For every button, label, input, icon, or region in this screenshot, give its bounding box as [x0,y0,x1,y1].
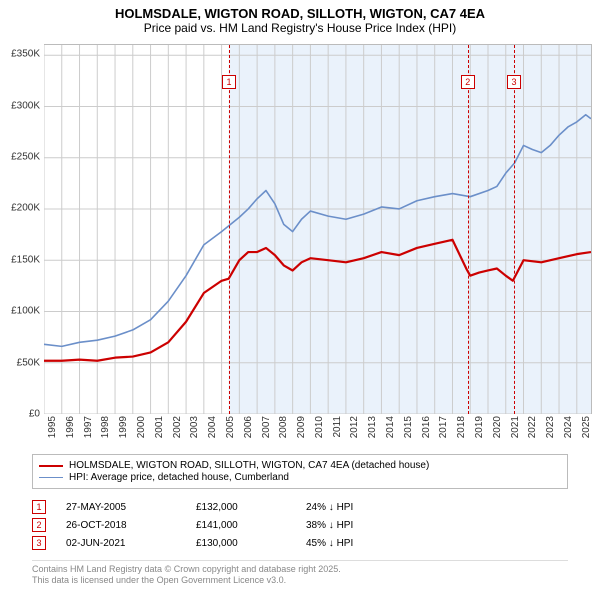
x-tick-label: 2021 [510,416,521,438]
x-tick-label: 2020 [492,416,503,438]
attribution: Contains HM Land Registry data © Crown c… [32,560,568,587]
chart-container: HOLMSDALE, WIGTON ROAD, SILLOTH, WIGTON,… [0,0,600,590]
annotation-marker: 2 [461,75,475,89]
y-tick-label: £150K [11,254,40,265]
x-tick-label: 2013 [367,416,378,438]
event-diff: 24% ↓ HPI [306,502,568,513]
x-tick-label: 2001 [154,416,165,438]
y-tick-label: £350K [11,49,40,60]
x-tick-label: 2016 [421,416,432,438]
x-tick-label: 2014 [385,416,396,438]
y-tick-label: £250K [11,152,40,163]
legend-label: HOLMSDALE, WIGTON ROAD, SILLOTH, WIGTON,… [69,460,429,471]
annotation-line [468,45,469,414]
event-price: £130,000 [196,538,286,549]
x-tick-label: 2024 [563,416,574,438]
event-row: 1 27-MAY-2005 £132,000 24% ↓ HPI [32,498,568,516]
x-tick-label: 1995 [47,416,58,438]
x-tick-label: 2007 [261,416,272,438]
x-tick-label: 1999 [118,416,129,438]
legend-swatch [39,477,63,478]
event-price: £141,000 [196,520,286,531]
x-tick-label: 2017 [438,416,449,438]
event-marker: 2 [32,518,46,532]
x-tick-label: 2018 [456,416,467,438]
x-tick-label: 1997 [83,416,94,438]
legend: HOLMSDALE, WIGTON ROAD, SILLOTH, WIGTON,… [32,454,568,489]
legend-swatch [39,465,63,467]
y-tick-label: £0 [29,409,40,420]
x-tick-label: 2009 [296,416,307,438]
annotation-line [229,45,230,414]
plot-area: 1 2 3 [44,44,592,414]
x-tick-label: 2008 [278,416,289,438]
x-tick-label: 2010 [314,416,325,438]
legend-row: HPI: Average price, detached house, Cumb… [39,472,561,483]
x-tick-label: 2012 [349,416,360,438]
annotation-marker: 3 [507,75,521,89]
chart-svg [44,45,591,414]
x-tick-label: 1998 [100,416,111,438]
x-tick-label: 2006 [243,416,254,438]
x-tick-label: 2004 [207,416,218,438]
y-tick-label: £50K [17,357,40,368]
event-price: £132,000 [196,502,286,513]
event-diff: 45% ↓ HPI [306,538,568,549]
y-tick-label: £200K [11,203,40,214]
x-tick-label: 2019 [474,416,485,438]
attribution-line2: This data is licensed under the Open Gov… [32,575,568,586]
event-marker: 1 [32,500,46,514]
event-row: 2 26-OCT-2018 £141,000 38% ↓ HPI [32,516,568,534]
x-tick-label: 2015 [403,416,414,438]
events-table: 1 27-MAY-2005 £132,000 24% ↓ HPI 2 26-OCT-201… [32,498,568,552]
title-line2: Price paid vs. HM Land Registry's House … [10,21,590,35]
x-tick-label: 2002 [172,416,183,438]
event-diff: 38% ↓ HPI [306,520,568,531]
event-date: 02-JUN-2021 [66,538,176,549]
x-tick-label: 2005 [225,416,236,438]
legend-row: HOLMSDALE, WIGTON ROAD, SILLOTH, WIGTON,… [39,460,561,471]
event-marker: 3 [32,536,46,550]
event-date: 27-MAY-2005 [66,502,176,513]
x-axis-labels: 1995 1996 1997 1998 1999 2000 2001 2002 2003 2004… [44,414,592,458]
x-tick-label: 2022 [527,416,538,438]
x-tick-label: 2003 [189,416,200,438]
x-tick-label: 2000 [136,416,147,438]
y-axis-labels: £0£50K£100K£150K£200K£250K£300K£350K [0,44,42,414]
event-date: 26-OCT-2018 [66,520,176,531]
title-block: HOLMSDALE, WIGTON ROAD, SILLOTH, WIGTON,… [0,0,600,37]
x-tick-label: 1996 [65,416,76,438]
x-tick-label: 2011 [332,416,343,438]
y-tick-label: £100K [11,306,40,317]
x-tick-label: 2025 [581,416,592,438]
event-row: 3 02-JUN-2021 £130,000 45% ↓ HPI [32,534,568,552]
y-tick-label: £300K [11,100,40,111]
annotation-line [514,45,515,414]
title-line1: HOLMSDALE, WIGTON ROAD, SILLOTH, WIGTON,… [10,6,590,21]
legend-label: HPI: Average price, detached house, Cumb… [69,472,289,483]
attribution-line1: Contains HM Land Registry data © Crown c… [32,564,568,575]
annotation-marker: 1 [222,75,236,89]
x-tick-label: 2023 [545,416,556,438]
